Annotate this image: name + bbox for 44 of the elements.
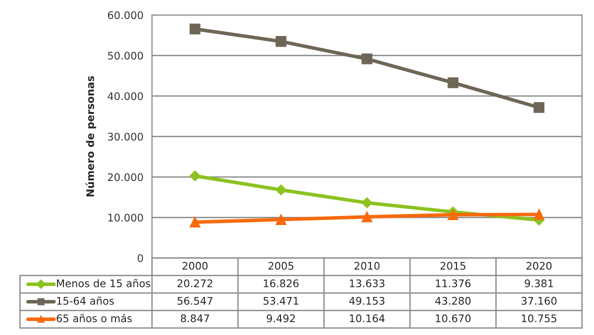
point — [190, 170, 200, 182]
x-tick-label: 2020 — [526, 262, 552, 270]
legend-label: 65 años o más — [56, 314, 132, 322]
data-label: 49.153 — [349, 296, 384, 305]
data-label: 10.670 — [436, 314, 471, 322]
point — [448, 77, 458, 88]
y-tick-label: 50.000 — [108, 52, 143, 60]
y-tick-label: 0 — [138, 254, 143, 262]
point — [276, 214, 286, 225]
data-label: 13.633 — [350, 279, 384, 288]
y-tick-label: 30.000 — [108, 132, 143, 141]
y-tick-label: 40.000 — [108, 92, 143, 100]
x-tick-label: 2015 — [440, 262, 466, 270]
legend-label: 15-64 años — [57, 296, 114, 305]
data-label: 8.847 — [180, 314, 210, 322]
data-label: 11.376 — [436, 279, 471, 288]
data-label: 53.471 — [264, 296, 298, 305]
x-tick-label: 2005 — [268, 262, 294, 270]
data-label: 37.160 — [522, 296, 557, 305]
data-label: 20.272 — [178, 279, 212, 288]
data-label: 16.826 — [264, 279, 299, 288]
legend-label: Menos de 15 años — [57, 279, 150, 288]
point — [190, 216, 200, 228]
y-tick-label: 20.000 — [108, 173, 143, 182]
data-label: 10.164 — [350, 314, 385, 322]
data-label: 43.280 — [435, 296, 471, 305]
y-tick-label: 10.000 — [108, 214, 143, 222]
point — [190, 24, 200, 34]
y-axis-title: Número de personas — [86, 76, 96, 196]
point — [448, 209, 458, 220]
point — [276, 36, 286, 47]
x-tick-label: 2010 — [354, 262, 380, 270]
data-label: 9.381 — [524, 279, 553, 288]
x-tick-label: 2000 — [182, 262, 208, 270]
y-tick-label: 60.000 — [108, 11, 143, 20]
data-label: 9.492 — [266, 314, 295, 322]
point — [276, 184, 286, 196]
point — [534, 102, 544, 113]
point — [362, 211, 372, 222]
point — [534, 209, 544, 220]
point — [362, 54, 372, 64]
data-label: 10.755 — [522, 314, 556, 322]
point — [362, 197, 372, 208]
data-label: 56.547 — [178, 296, 212, 305]
